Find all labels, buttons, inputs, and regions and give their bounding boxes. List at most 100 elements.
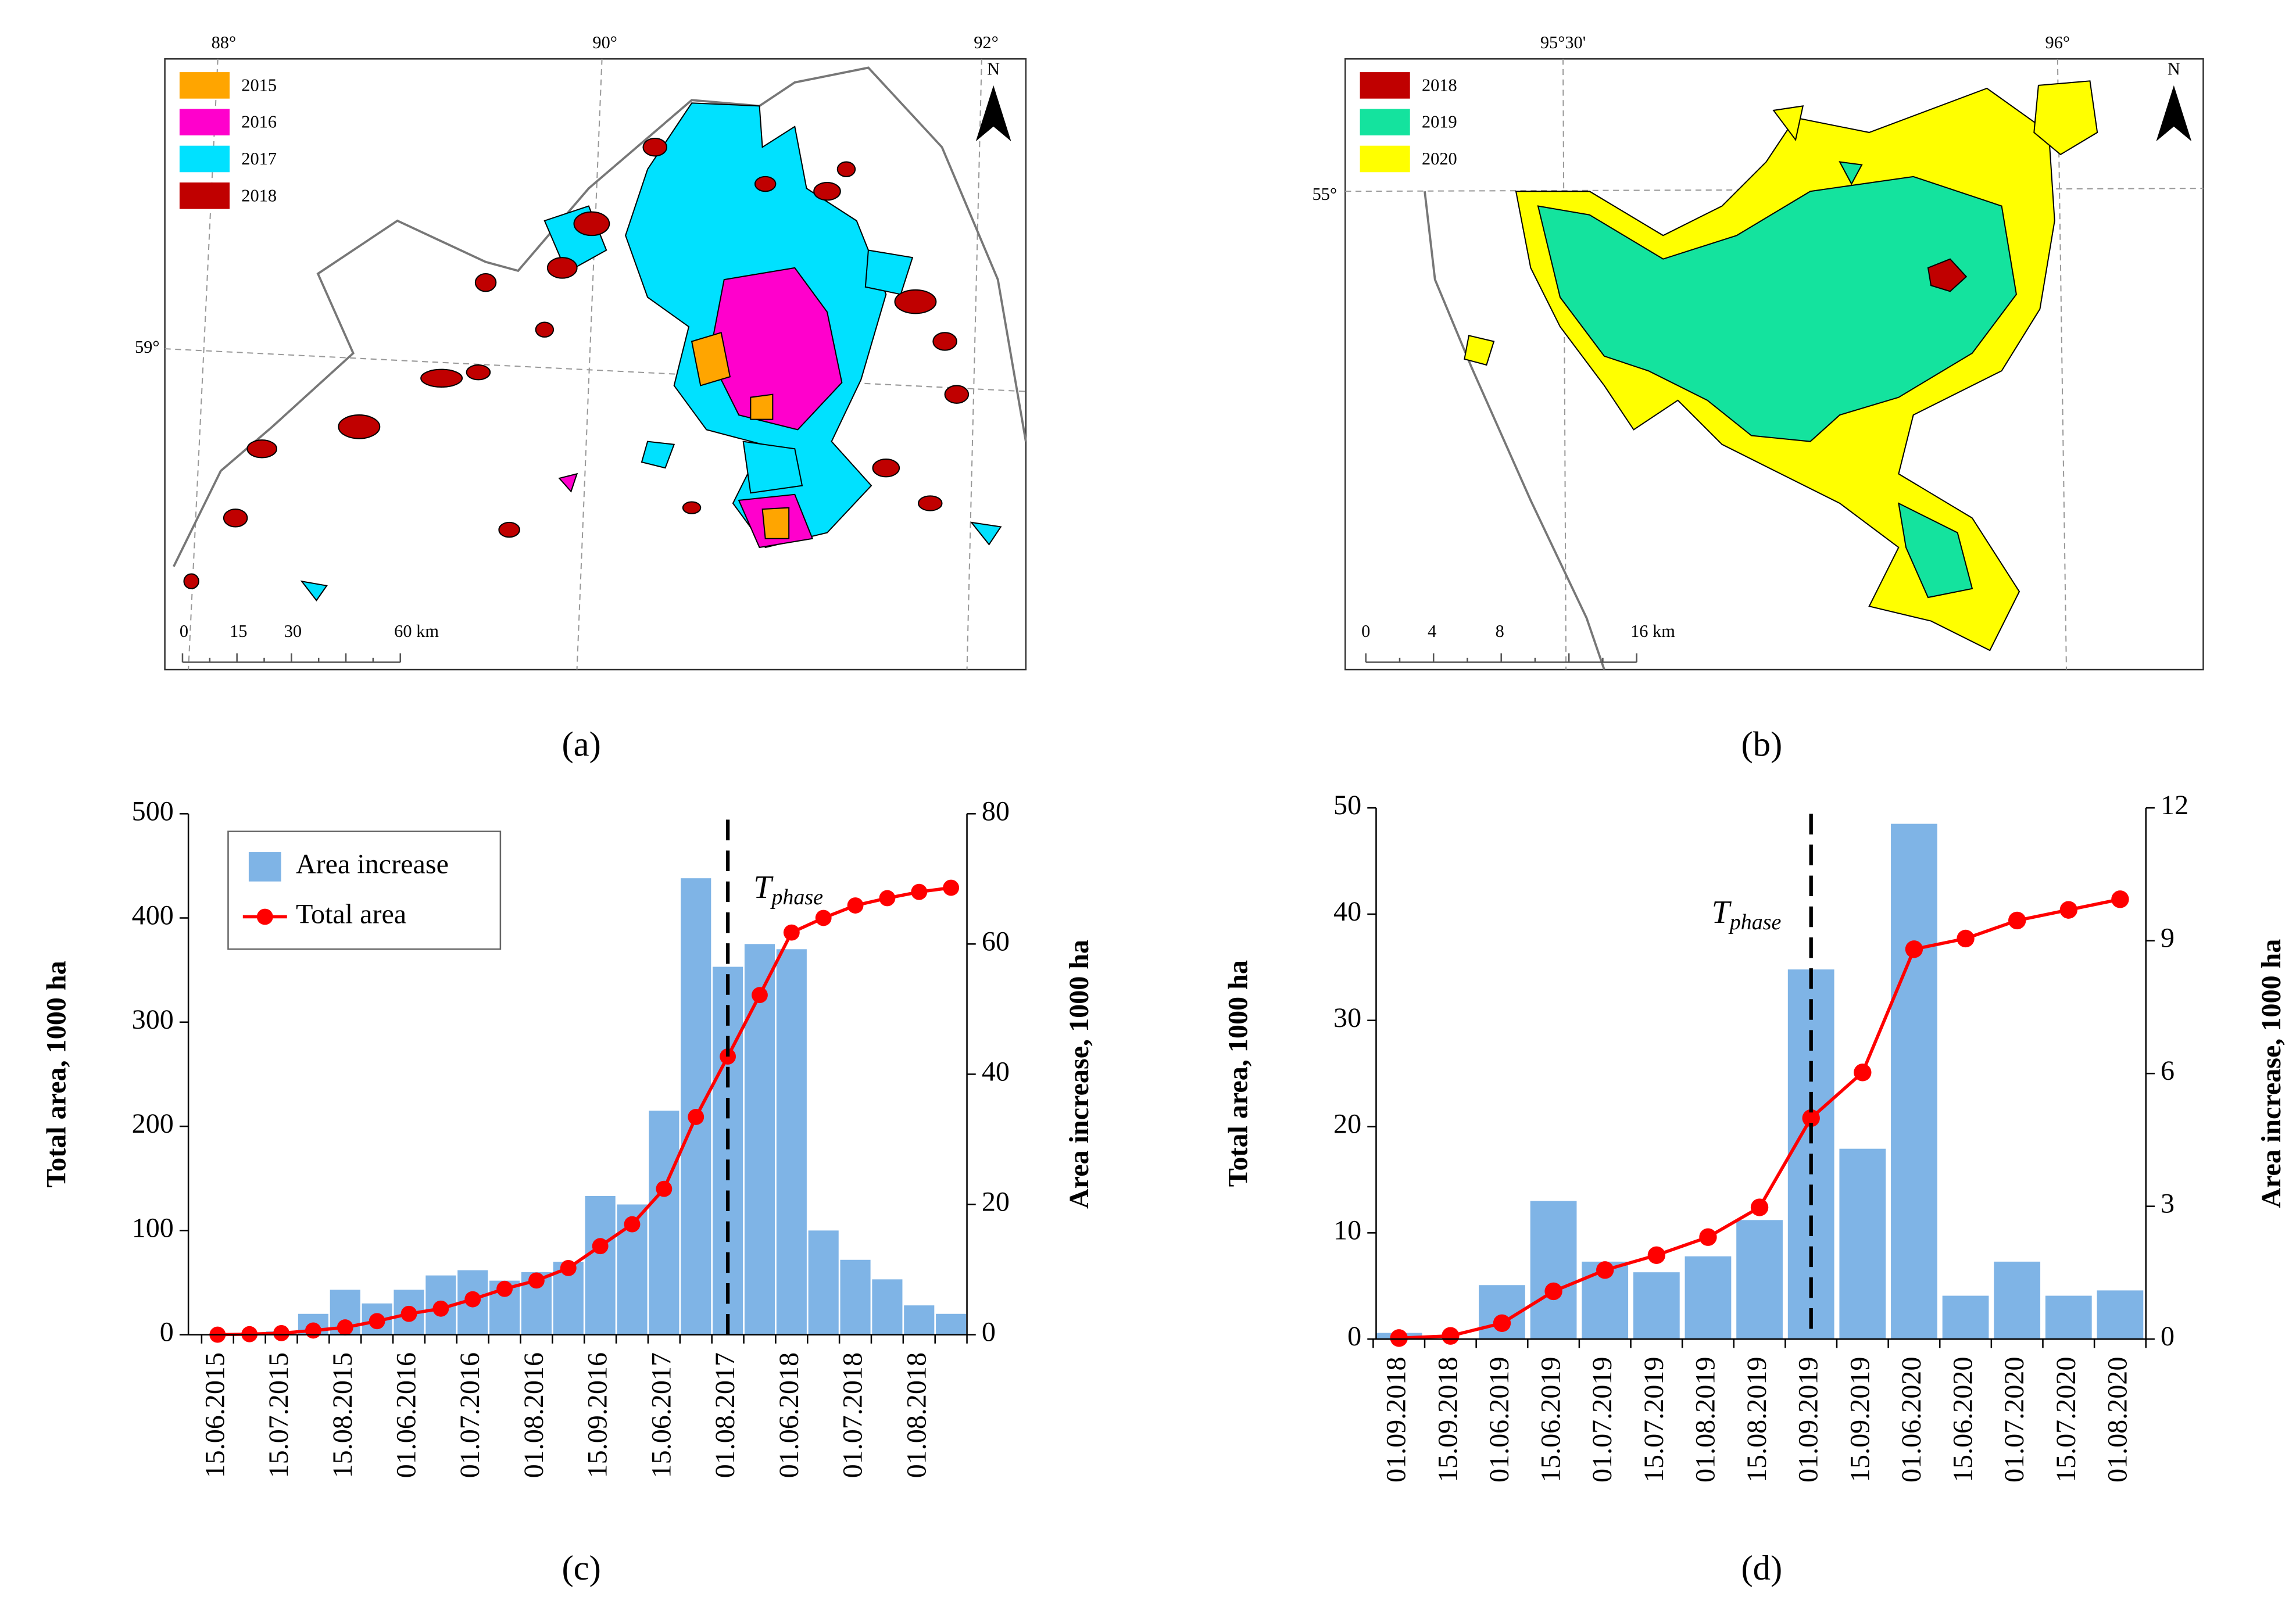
- x-tick-label: 15.06.2019: [1536, 1357, 1567, 1483]
- x-tick-label: 15.06.2015: [199, 1352, 230, 1478]
- point: [752, 987, 768, 1004]
- burn-area: [1537, 176, 2017, 442]
- y2-tick-label: 60: [982, 926, 1010, 957]
- x-tick-label: 15.09.2019: [1844, 1357, 1875, 1483]
- legend-swatch: [1360, 145, 1410, 173]
- y2-axis-title: Area increase, 1000 ha: [2256, 939, 2287, 1208]
- burn-area: [894, 289, 937, 314]
- burn-area: [183, 573, 199, 589]
- x-tick-label: 15.07.2019: [1639, 1357, 1669, 1483]
- x-tick-label: 01.06.2018: [774, 1352, 804, 1478]
- point: [1699, 1228, 1717, 1246]
- burn-area: [932, 332, 957, 351]
- legend-box: [227, 830, 502, 950]
- point: [879, 890, 896, 907]
- burn-area: [750, 393, 774, 420]
- point: [1854, 1064, 1872, 1082]
- phase-label-main: T: [753, 869, 774, 905]
- bar: [2097, 1290, 2144, 1340]
- x-tick-label: 01.08.2017: [710, 1352, 741, 1478]
- y-tick-label: 20: [1333, 1109, 1361, 1140]
- latitude-label: 59°: [135, 337, 160, 357]
- burn-area: [872, 459, 900, 478]
- longitude-label: 90°: [592, 33, 617, 52]
- y2-tick-label: 9: [2161, 923, 2175, 954]
- y2-tick-label: 6: [2161, 1055, 2175, 1086]
- latitude-label: 55°: [1312, 184, 1337, 204]
- burn-area: [1464, 335, 1495, 366]
- bar: [2045, 1295, 2092, 1340]
- point: [592, 1238, 609, 1255]
- point: [1750, 1198, 1769, 1216]
- point: [943, 879, 960, 896]
- y2-tick-label: 12: [2161, 790, 2188, 821]
- y-tick-label: 100: [132, 1212, 174, 1243]
- point: [464, 1291, 481, 1308]
- scale-label: 30: [284, 621, 302, 641]
- x-tick-label: 01.07.2020: [1999, 1357, 2030, 1483]
- burn-area: [691, 331, 731, 386]
- graticule: [2057, 59, 2068, 670]
- x-tick-label: 01.06.2019: [1484, 1357, 1515, 1483]
- scale-label: 8: [1496, 621, 1504, 641]
- legend-swatch: [1360, 72, 1410, 99]
- y2-tick-label: 0: [2161, 1321, 2175, 1352]
- burn-area: [573, 211, 610, 237]
- x-tick-label: 01.09.2018: [1381, 1357, 1412, 1483]
- bar: [1530, 1201, 1577, 1340]
- y-tick-label: 10: [1333, 1215, 1361, 1245]
- legend-label: 2019: [1422, 112, 1457, 132]
- y2-tick-label: 80: [982, 796, 1010, 826]
- point: [847, 897, 864, 914]
- longitude-label: 96°: [2045, 33, 2070, 52]
- point: [2059, 901, 2077, 919]
- longitude-label: 88°: [212, 33, 237, 52]
- point: [2111, 890, 2129, 908]
- y2-tick-label: 40: [982, 1056, 1010, 1087]
- y-tick-label: 200: [132, 1108, 174, 1139]
- point: [496, 1280, 513, 1297]
- scale-label: 16 km: [1630, 621, 1675, 641]
- scale-label: 4: [1428, 621, 1436, 641]
- point: [369, 1313, 385, 1330]
- burn-area: [642, 138, 668, 157]
- legend-label: 2017: [241, 149, 277, 169]
- point: [656, 1180, 673, 1197]
- x-tick-label: 15.07.2020: [2051, 1357, 2082, 1483]
- burn-area: [223, 509, 248, 528]
- burn-area: [641, 441, 675, 469]
- point: [815, 910, 832, 926]
- burn-area: [944, 385, 970, 404]
- scale-label: 15: [230, 621, 247, 641]
- legend-swatch: [179, 182, 230, 209]
- phase-label-sub: phase: [1728, 910, 1782, 935]
- burn-area: [742, 441, 803, 494]
- point: [273, 1324, 289, 1341]
- y-tick-label: 300: [132, 1004, 174, 1035]
- point: [400, 1305, 417, 1322]
- burn-area: [246, 439, 278, 459]
- bar: [585, 1195, 616, 1335]
- x-tick-label: 01.06.2016: [391, 1352, 422, 1478]
- bar: [1891, 824, 1937, 1340]
- legend-swatch: [256, 908, 273, 925]
- phase-label-sub: phase: [770, 885, 823, 910]
- burn-area: [682, 501, 702, 514]
- point: [911, 883, 928, 900]
- burn-area: [813, 181, 841, 201]
- x-tick-label: 15.08.2019: [1741, 1357, 1772, 1483]
- point: [560, 1259, 577, 1276]
- y-tick-label: 40: [1333, 896, 1361, 927]
- bar: [936, 1313, 967, 1335]
- phase-label: Tphase: [753, 869, 823, 910]
- y2-axis-title: Area increase, 1000 ha: [1064, 940, 1095, 1209]
- point: [1957, 929, 1975, 948]
- panel-caption: (b): [1741, 725, 1782, 764]
- x-tick-label: 01.09.2019: [1793, 1357, 1824, 1483]
- point: [783, 924, 800, 941]
- north-label: N: [2168, 59, 2180, 79]
- burn-area: [420, 368, 463, 388]
- burn-area: [1927, 258, 1968, 292]
- burn-area: [498, 521, 520, 538]
